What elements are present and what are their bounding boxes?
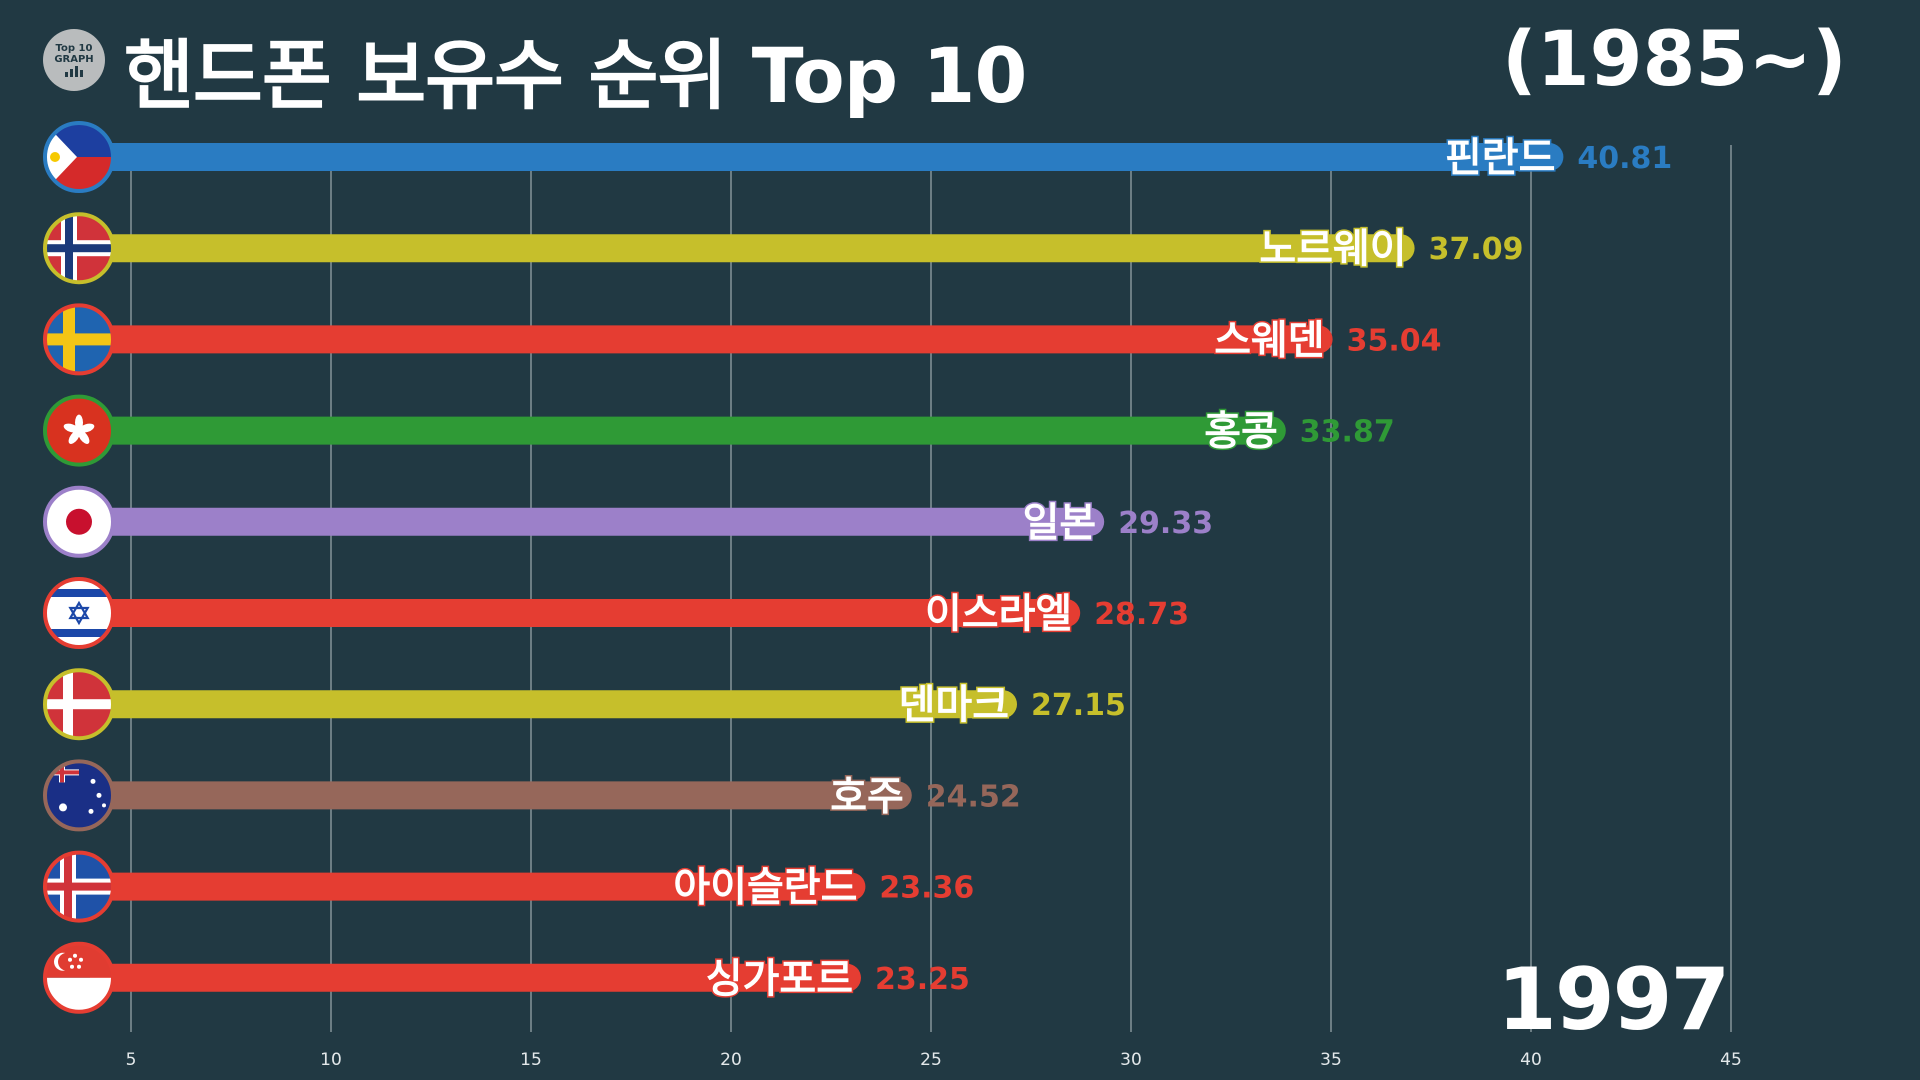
value-label: 23.25 — [875, 962, 970, 997]
x-tick-label: 40 — [1520, 1050, 1542, 1070]
category-label: 일본 — [1023, 500, 1097, 546]
channel-logo: Top 10 GRAPH — [43, 29, 105, 91]
iceland-flag — [43, 850, 115, 923]
category-label: 스웨덴 — [1214, 317, 1324, 363]
category-label: 호주 — [830, 773, 904, 819]
category-label: 아이슬란드 — [673, 865, 857, 911]
bar — [90, 143, 1564, 171]
year-range-subtitle: (1985~) — [1502, 14, 1847, 103]
australia-flag — [43, 759, 115, 832]
bar — [90, 507, 1105, 536]
page-title: 핸드폰 보유수 순위 Top 10 — [124, 31, 1027, 120]
value-label: 23.36 — [879, 871, 974, 906]
x-tick-label: 30 — [1120, 1050, 1142, 1070]
bar — [90, 234, 1415, 263]
category-label: 덴마크 — [899, 682, 1009, 728]
value-label: 29.33 — [1118, 506, 1213, 541]
bar — [90, 416, 1286, 445]
category-label: 핀란드 — [1445, 135, 1555, 181]
year-display: 1997 — [1497, 950, 1730, 1050]
x-tick-label: 35 — [1320, 1050, 1342, 1070]
value-label: 27.15 — [1031, 688, 1126, 723]
bar — [90, 872, 866, 901]
norway-flag — [43, 212, 115, 285]
bars: 40.81 핀란드 37.09 노르웨이 35.04 스웨덴 33.87 홍콩 29.33 일본 2… — [43, 121, 1672, 1014]
hong-kong-flag — [43, 394, 115, 467]
x-tick-label: 25 — [920, 1050, 942, 1070]
bar — [90, 599, 1081, 627]
x-axis-ticks: 5101520253035404550 — [126, 1050, 1742, 1070]
x-tick-label: 10 — [320, 1050, 342, 1070]
value-label: 24.52 — [926, 779, 1021, 814]
bar — [90, 325, 1333, 354]
philippines-flag — [43, 121, 115, 193]
value-label: 33.87 — [1300, 415, 1395, 450]
category-label: 싱가포르 — [706, 956, 853, 1002]
value-label: 37.09 — [1429, 232, 1524, 267]
bar-chart-icon — [65, 66, 83, 77]
value-label: 28.73 — [1094, 597, 1189, 632]
x-tick-label: 15 — [520, 1050, 542, 1070]
logo-line1: Top 10 — [55, 43, 93, 54]
x-tick-label: 20 — [720, 1050, 742, 1070]
value-label: 40.81 — [1577, 141, 1672, 176]
singapore-flag — [43, 941, 115, 1014]
denmark-flag — [43, 668, 115, 741]
logo-line2: GRAPH — [54, 54, 94, 65]
category-label: 노르웨이 — [1259, 226, 1406, 272]
x-tick-label: 45 — [1720, 1050, 1742, 1070]
bar — [90, 690, 1017, 719]
category-label: 이스라엘 — [925, 591, 1072, 637]
bar — [90, 781, 912, 810]
value-label: 35.04 — [1347, 323, 1442, 358]
israel-flag — [43, 577, 115, 649]
x-tick-label: 5 — [126, 1050, 137, 1070]
japan-flag — [43, 485, 115, 558]
category-label: 홍콩 — [1204, 409, 1278, 455]
bar — [90, 963, 861, 992]
sweden-flag — [43, 303, 115, 376]
